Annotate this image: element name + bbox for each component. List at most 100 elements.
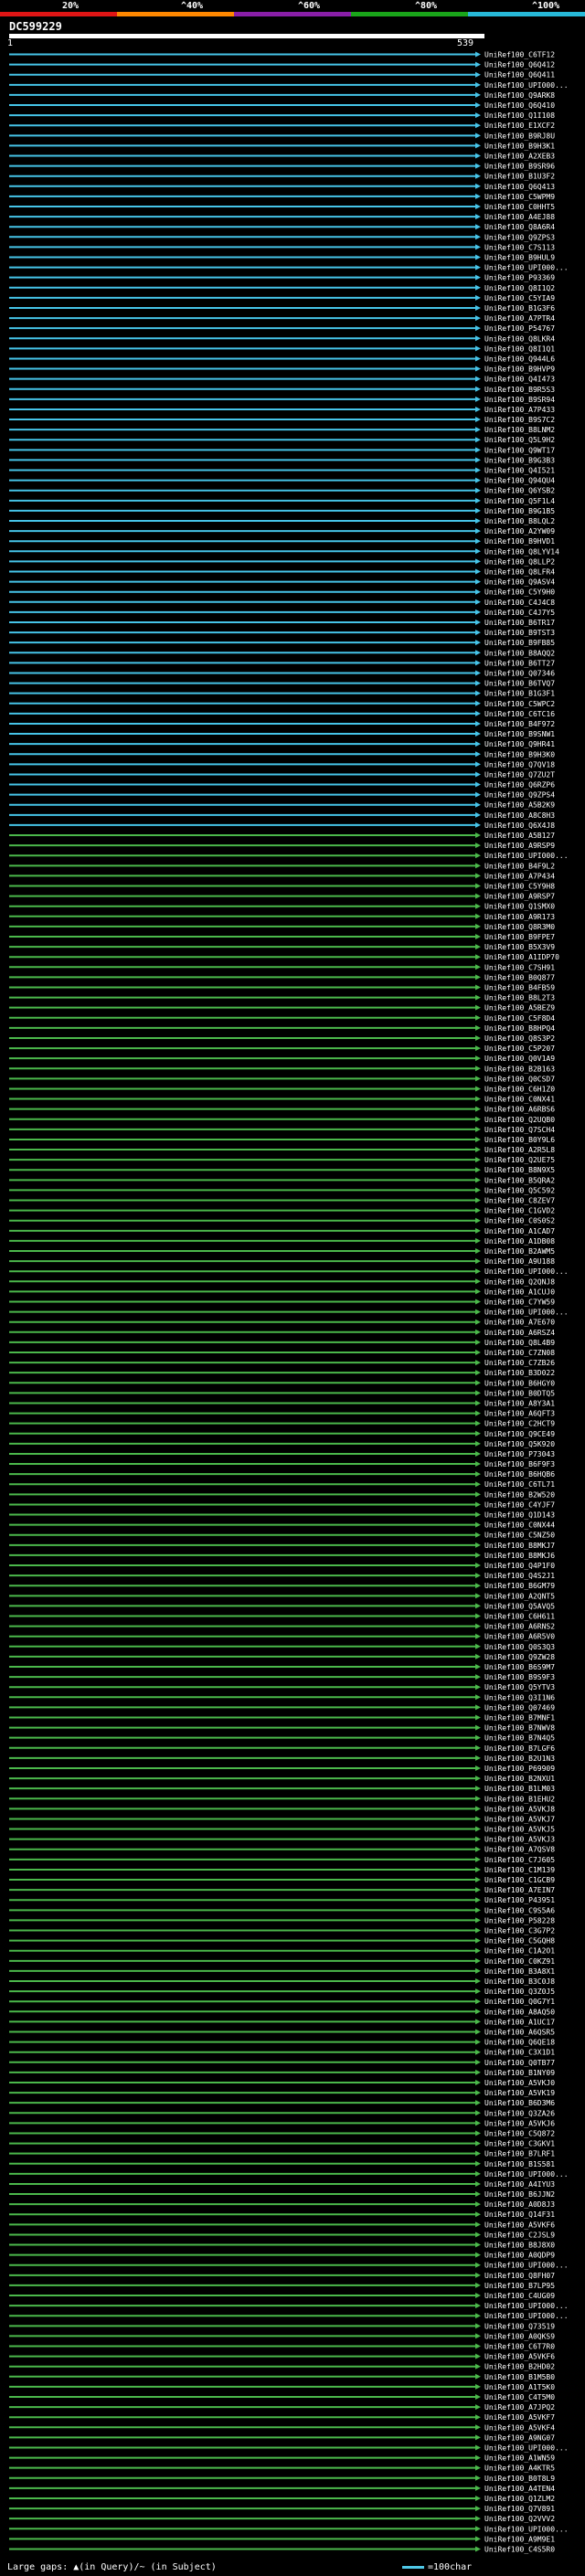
hit-row[interactable]: UniRef100_B9SR94 — [9, 396, 555, 404]
hit-row[interactable]: UniRef100_A2XEB3 — [9, 153, 555, 161]
hit-label[interactable]: UniRef100_C6H1Z0 — [484, 1085, 555, 1093]
hit-label[interactable]: UniRef100_B9H3K0 — [484, 750, 555, 758]
hit-label[interactable]: UniRef100_B9RJ8U — [484, 132, 555, 140]
hit-row[interactable]: UniRef100_B9TST3 — [9, 629, 555, 637]
hit-label[interactable]: UniRef100_Q7ZU2T — [484, 770, 555, 779]
hit-row[interactable]: UniRef100_C0NX41 — [9, 1096, 555, 1104]
hit-row[interactable]: UniRef100_C0S0S2 — [9, 1217, 555, 1225]
hit-label[interactable]: UniRef100_B4FB59 — [484, 983, 555, 991]
hit-label[interactable]: UniRef100_Q9ZW28 — [484, 1653, 555, 1661]
hit-row[interactable]: UniRef100_A5B127 — [9, 832, 555, 840]
hit-label[interactable]: UniRef100_B9SR94 — [484, 396, 555, 404]
hit-row[interactable]: UniRef100_B9SR96 — [9, 163, 555, 171]
hit-label[interactable]: UniRef100_C6H611 — [484, 1613, 555, 1621]
hit-row[interactable]: UniRef100_C6T7R0 — [9, 2343, 555, 2351]
hit-label[interactable]: UniRef100_B3D022 — [484, 1369, 555, 1377]
hit-label[interactable]: UniRef100_C5WPM9 — [484, 193, 555, 201]
hit-label[interactable]: UniRef100_B1G3F1 — [484, 690, 555, 698]
hit-label[interactable]: UniRef100_UPI000... — [484, 81, 569, 90]
hit-row[interactable]: UniRef100_B0DTQ5 — [9, 1389, 555, 1397]
hit-row[interactable]: UniRef100_B9G3B3 — [9, 456, 555, 464]
hit-label[interactable]: UniRef100_Q07346 — [484, 669, 555, 677]
hit-label[interactable]: UniRef100_B7NWV8 — [484, 1724, 555, 1733]
hit-label[interactable]: UniRef100_A5VKJ7 — [484, 1815, 555, 1823]
hit-label[interactable]: UniRef100_B2W520 — [484, 1490, 555, 1499]
hit-row[interactable]: UniRef100_C0HHT5 — [9, 203, 555, 211]
hit-label[interactable]: UniRef100_B7LP95 — [484, 2282, 555, 2290]
hit-row[interactable]: UniRef100_Q73519 — [9, 2322, 555, 2330]
hit-row[interactable]: UniRef100_Q2UE75 — [9, 1156, 555, 1164]
hit-label[interactable]: UniRef100_C4J7Y5 — [484, 609, 555, 617]
hit-label[interactable]: UniRef100_A9NG07 — [484, 2433, 555, 2442]
hit-row[interactable]: UniRef100_Q6X4J8 — [9, 822, 555, 830]
hit-row[interactable]: UniRef100_A5VKJ5 — [9, 1826, 555, 1834]
hit-row[interactable]: UniRef100_C0KZ91 — [9, 1957, 555, 1966]
hit-row[interactable]: UniRef100_B6GM79 — [9, 1582, 555, 1590]
hit-label[interactable]: UniRef100_B8LQL2 — [484, 517, 555, 525]
hit-row[interactable]: UniRef100_B4FB59 — [9, 983, 555, 991]
hit-label[interactable]: UniRef100_A2R5L8 — [484, 1146, 555, 1154]
hit-row[interactable]: UniRef100_B2AWM5 — [9, 1247, 555, 1256]
hit-row[interactable]: UniRef100_B6HGY0 — [9, 1379, 555, 1387]
hit-label[interactable]: UniRef100_B5X3V9 — [484, 943, 555, 951]
hit-label[interactable]: UniRef100_B9HUL9 — [484, 253, 555, 261]
hit-label[interactable]: UniRef100_B0Q877 — [484, 973, 555, 981]
hit-row[interactable]: UniRef100_B5QRA2 — [9, 1176, 555, 1184]
hit-label[interactable]: UniRef100_Q2UE75 — [484, 1156, 555, 1164]
hit-label[interactable]: UniRef100_A4IYU3 — [484, 2180, 555, 2189]
hit-label[interactable]: UniRef100_B7LGF6 — [484, 1744, 555, 1753]
hit-row[interactable]: UniRef100_B1S581 — [9, 2160, 555, 2168]
hit-row[interactable]: UniRef100_A5VKJ3 — [9, 1836, 555, 1844]
hit-label[interactable]: UniRef100_B1NY09 — [484, 2069, 555, 2077]
hit-label[interactable]: UniRef100_A4EJ88 — [484, 213, 555, 221]
hit-label[interactable]: UniRef100_Q73519 — [484, 2322, 555, 2330]
hit-row[interactable]: UniRef100_A4IYU3 — [9, 2180, 555, 2189]
hit-row[interactable]: UniRef100_Q5F1L4 — [9, 497, 555, 505]
hit-row[interactable]: UniRef100_C9S5A6 — [9, 1906, 555, 1914]
hit-label[interactable]: UniRef100_A5B2K9 — [484, 801, 555, 810]
hit-row[interactable]: UniRef100_C7YW59 — [9, 1299, 555, 1307]
hit-label[interactable]: UniRef100_A1DB08 — [484, 1237, 555, 1246]
hit-row[interactable]: UniRef100_C3GKV1 — [9, 2140, 555, 2148]
hit-label[interactable]: UniRef100_B9SNW1 — [484, 730, 555, 738]
hit-label[interactable]: UniRef100_Q5AVQ5 — [484, 1602, 555, 1610]
hit-row[interactable]: UniRef100_Q944L6 — [9, 355, 555, 363]
hit-row[interactable]: UniRef100_B9H3K0 — [9, 750, 555, 758]
hit-row[interactable]: UniRef100_UPI000... — [9, 2443, 569, 2452]
hit-row[interactable]: UniRef100_A9RSP7 — [9, 893, 555, 901]
hit-row[interactable]: UniRef100_Q0V1A9 — [9, 1055, 555, 1063]
hit-label[interactable]: UniRef100_C6TL71 — [484, 1480, 555, 1489]
hit-row[interactable]: UniRef100_A5VK19 — [9, 2089, 555, 2097]
hit-label[interactable]: UniRef100_Q0TB77 — [484, 2059, 555, 2067]
hit-label[interactable]: UniRef100_A1UC17 — [484, 2018, 555, 2026]
hit-row[interactable]: UniRef100_B4F972 — [9, 720, 555, 728]
hit-label[interactable]: UniRef100_A1CAD7 — [484, 1227, 555, 1235]
hit-row[interactable]: UniRef100_C7SH91 — [9, 963, 555, 971]
hit-label[interactable]: UniRef100_UPI000... — [484, 2302, 569, 2310]
hit-row[interactable]: UniRef100_UPI000... — [9, 852, 569, 860]
hit-label[interactable]: UniRef100_Q8A6R4 — [484, 223, 555, 231]
hit-label[interactable]: UniRef100_Q2QNJ8 — [484, 1277, 555, 1286]
hit-label[interactable]: UniRef100_C4UG09 — [484, 2292, 555, 2300]
hit-label[interactable]: UniRef100_Q6Q411 — [484, 71, 555, 80]
hit-label[interactable]: UniRef100_B7LRF1 — [484, 2150, 555, 2158]
hit-label[interactable]: UniRef100_P69909 — [484, 1765, 555, 1773]
hit-row[interactable]: UniRef100_B6F9F3 — [9, 1460, 555, 1468]
hit-row[interactable]: UniRef100_A9M9E1 — [9, 2535, 555, 2543]
hit-label[interactable]: UniRef100_A6QFT3 — [484, 1410, 555, 1418]
hit-row[interactable]: UniRef100_Q9ZPS3 — [9, 233, 555, 241]
hit-label[interactable]: UniRef100_C0HHT5 — [484, 203, 555, 211]
hit-row[interactable]: UniRef100_B1EHU2 — [9, 1795, 555, 1803]
hit-row[interactable]: UniRef100_B2B163 — [9, 1065, 555, 1073]
hit-row[interactable]: UniRef100_P69909 — [9, 1765, 555, 1773]
hit-row[interactable]: UniRef100_Q5AVQ5 — [9, 1602, 555, 1610]
hit-row[interactable]: UniRef100_Q6Q413 — [9, 183, 555, 191]
hit-label[interactable]: UniRef100_B9SR96 — [484, 163, 555, 171]
hit-row[interactable]: UniRef100_A6RNS2 — [9, 1623, 555, 1631]
hit-label[interactable]: UniRef100_Q4I521 — [484, 467, 555, 475]
hit-row[interactable]: UniRef100_B8J8X0 — [9, 2242, 555, 2250]
hit-label[interactable]: UniRef100_A0D8J3 — [484, 2200, 555, 2209]
hit-row[interactable]: UniRef100_A0QKS9 — [9, 2332, 555, 2340]
hit-label[interactable]: UniRef100_Q7V891 — [484, 2505, 555, 2513]
hit-row[interactable]: UniRef100_B9H3K1 — [9, 142, 555, 150]
